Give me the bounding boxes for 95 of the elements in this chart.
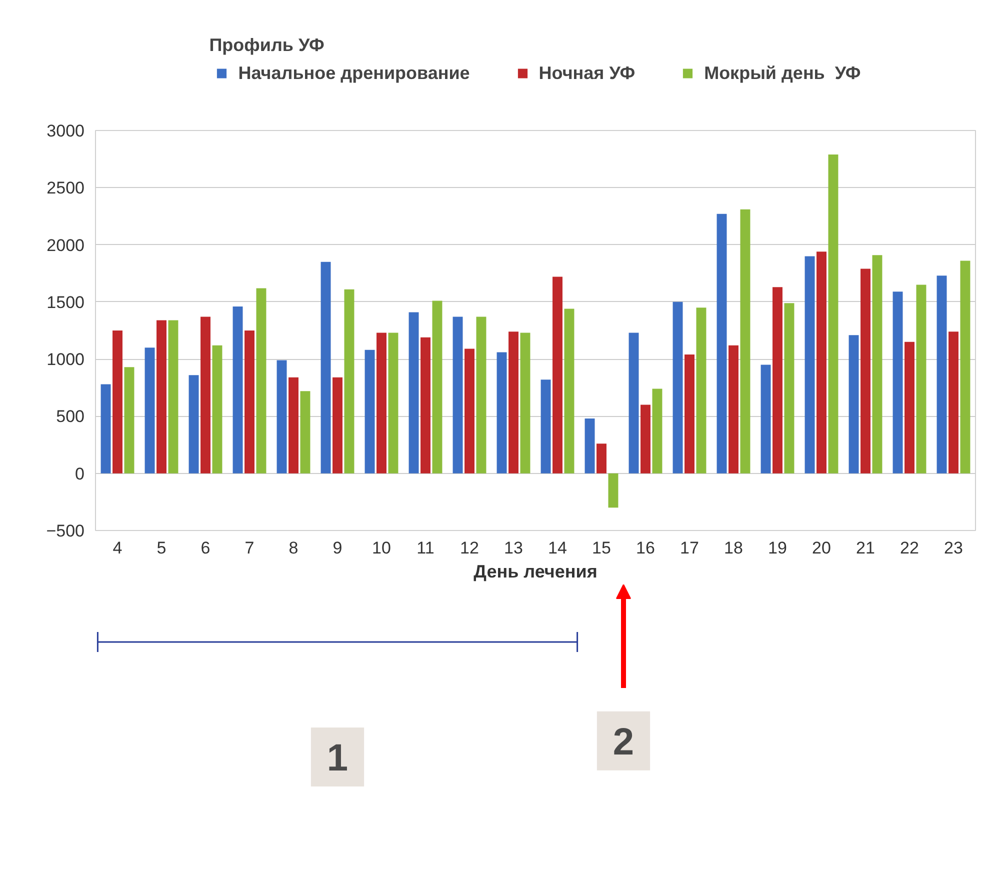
bar (388, 332, 398, 474)
y-tick-label: 2000 (46, 236, 85, 255)
bar (716, 214, 727, 474)
x-tick-label: 12 (460, 538, 479, 558)
bar (948, 332, 958, 474)
bar (344, 289, 354, 474)
x-tick-label: 15 (592, 538, 611, 558)
bar (168, 320, 178, 474)
bar (124, 367, 134, 474)
x-tick-label: 19 (768, 538, 787, 558)
bar (408, 312, 419, 474)
bar (540, 380, 551, 474)
x-axis-title: День лечения (474, 562, 598, 582)
bar (288, 377, 298, 474)
bar (100, 384, 111, 474)
y-tick-label: 500 (56, 407, 85, 426)
bar (212, 345, 222, 474)
x-tick-label: 6 (200, 538, 210, 558)
legend-title: Профиль УФ (209, 35, 326, 56)
x-tick-label: 11 (416, 538, 434, 558)
bar (584, 418, 595, 474)
bar (200, 316, 210, 474)
bar (804, 256, 815, 474)
bar (872, 255, 882, 474)
bar (760, 364, 771, 474)
text: 2 (612, 721, 634, 764)
bar (904, 342, 914, 474)
x-tick-label: 13 (504, 538, 523, 558)
bar (520, 332, 530, 474)
bar (244, 330, 254, 474)
y-tick-label: 1000 (46, 350, 85, 370)
x-tick-label: 14 (548, 538, 567, 558)
bar (452, 316, 463, 474)
bar (772, 287, 782, 474)
bar (848, 335, 859, 474)
x-tick-label: 20 (812, 538, 831, 558)
bar (432, 300, 442, 474)
bar (476, 316, 486, 474)
bar (464, 348, 474, 474)
bar (784, 303, 794, 474)
bar (696, 308, 706, 474)
bar (916, 284, 926, 474)
x-tick-label: 22 (900, 538, 919, 558)
bar (816, 252, 826, 474)
y-tick-label: 3000 (46, 122, 85, 140)
y-tick-label: 0 (75, 464, 85, 484)
x-tick-label: 4 (112, 538, 122, 558)
bar (740, 209, 750, 474)
bar (640, 404, 650, 474)
legend-label: Ночная УФ (538, 62, 636, 84)
bar (112, 330, 122, 474)
legend-label: Начальное дренирование (238, 62, 470, 84)
bar (628, 332, 639, 474)
x-tick-label: 17 (680, 538, 699, 558)
bar (144, 348, 155, 474)
bar (332, 377, 342, 474)
bar (828, 154, 838, 474)
x-tick-label: 10 (372, 538, 391, 558)
x-tick-label: 7 (244, 538, 254, 558)
text: 1 (326, 738, 348, 780)
y-tick-label: −500 (46, 522, 85, 540)
bar (188, 375, 199, 474)
x-tick-label: 18 (724, 538, 743, 558)
bar (936, 276, 947, 474)
bar (684, 354, 694, 474)
legend-label: Мокрый день УФ (704, 62, 861, 84)
bar (552, 276, 562, 474)
bar (276, 360, 287, 474)
bar (420, 337, 430, 474)
bar (860, 268, 870, 474)
bar (364, 350, 375, 474)
bar (156, 320, 166, 474)
bar (960, 260, 970, 474)
x-tick-label: 23 (944, 538, 963, 558)
bar (892, 292, 903, 474)
x-tick-label: 8 (288, 538, 298, 558)
bar (564, 308, 574, 474)
bar (728, 345, 738, 474)
y-tick-label: 2500 (46, 178, 85, 198)
bar (652, 388, 662, 474)
x-tick-label: 21 (856, 538, 875, 558)
x-tick-label: 5 (156, 538, 166, 558)
bar (596, 444, 606, 474)
bar (300, 391, 310, 474)
bar (496, 352, 507, 474)
bar (256, 288, 266, 474)
bar (672, 302, 683, 474)
bar (608, 473, 618, 508)
y-tick-label: 1500 (46, 292, 85, 312)
bar (320, 262, 331, 474)
bar (232, 306, 243, 474)
bar (508, 332, 518, 474)
x-tick-label: 9 (332, 538, 342, 558)
x-tick-label: 16 (636, 538, 655, 558)
bar (376, 332, 386, 474)
